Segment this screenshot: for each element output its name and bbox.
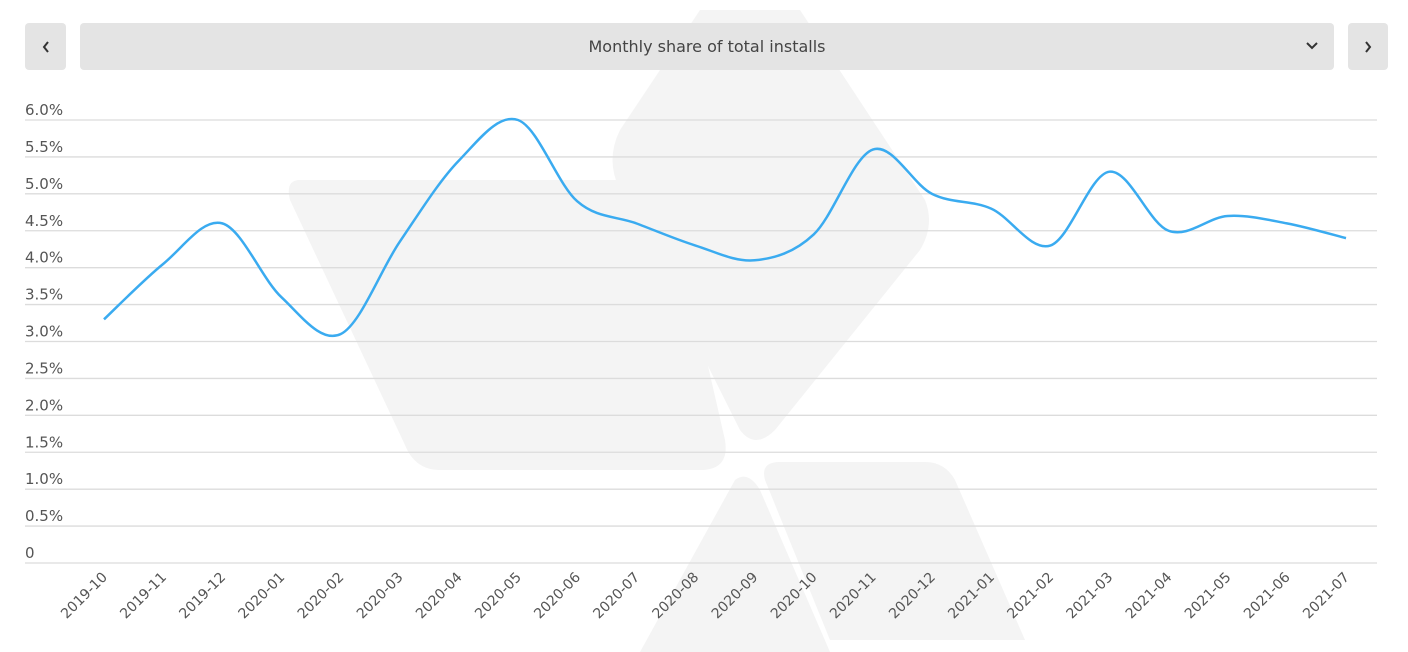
data-point-2020-10[interactable] xyxy=(808,228,820,240)
data-point-2019-12[interactable] xyxy=(216,217,228,229)
data-point-2021-06[interactable] xyxy=(1281,217,1293,229)
data-point-2020-05[interactable] xyxy=(512,114,524,126)
data-point-2021-07[interactable] xyxy=(1340,232,1352,244)
x-tick-label: 2021-02 xyxy=(1004,570,1057,623)
metric-dropdown[interactable]: Monthly share of total installs xyxy=(80,23,1334,70)
x-tick-label: 2020-02 xyxy=(295,570,348,623)
previous-button[interactable] xyxy=(25,23,66,70)
x-tick-label: 2019-12 xyxy=(176,570,229,623)
data-point-2020-12[interactable] xyxy=(926,188,938,200)
data-point-2019-11[interactable] xyxy=(157,258,169,270)
y-tick-label: 5.5% xyxy=(25,138,63,156)
data-point-2020-02[interactable] xyxy=(335,328,347,340)
data-point-2020-04[interactable] xyxy=(453,155,465,167)
data-point-2021-03[interactable] xyxy=(1103,166,1115,178)
y-tick-label: 1.0% xyxy=(25,470,63,488)
watermark-logo xyxy=(288,10,1025,652)
x-tick-label: 2021-03 xyxy=(1064,570,1117,623)
next-button[interactable] xyxy=(1348,23,1388,70)
y-tick-label: 0.5% xyxy=(25,507,63,525)
y-tick-label: 6.0% xyxy=(25,101,63,119)
data-point-2020-11[interactable] xyxy=(867,144,879,156)
metric-dropdown-label: Monthly share of total installs xyxy=(588,37,826,56)
y-tick-label: 3.5% xyxy=(25,286,63,304)
data-point-2021-05[interactable] xyxy=(1222,210,1234,222)
x-tick-label: 2021-07 xyxy=(1300,570,1353,623)
y-tick-label: 1.5% xyxy=(25,433,63,451)
data-point-2020-03[interactable] xyxy=(394,236,406,248)
y-tick-label: 2.5% xyxy=(25,359,63,377)
x-tick-label: 2020-05 xyxy=(472,570,525,623)
y-tick-label: 3.0% xyxy=(25,323,63,341)
data-point-2021-02[interactable] xyxy=(1044,240,1056,252)
x-tick-label: 2021-06 xyxy=(1241,569,1294,622)
chevron-right-icon xyxy=(1365,40,1372,53)
x-tick-label: 2020-04 xyxy=(413,569,466,622)
x-tick-label: 2020-07 xyxy=(590,570,643,623)
y-tick-label: 4.5% xyxy=(25,212,63,230)
data-point-2019-10[interactable] xyxy=(98,313,110,325)
x-tick-label: 2019-10 xyxy=(58,570,111,623)
series-line xyxy=(103,117,1347,338)
data-point-2021-04[interactable] xyxy=(1163,225,1175,237)
x-tick-label: 2019-11 xyxy=(117,570,170,623)
data-point-2020-06[interactable] xyxy=(571,195,583,207)
chevron-down-icon xyxy=(1306,42,1318,50)
data-point-2020-01[interactable] xyxy=(275,291,287,303)
x-tick-label: 2021-05 xyxy=(1182,570,1235,623)
x-tick-label: 2021-04 xyxy=(1123,569,1176,622)
y-tick-label: 2.0% xyxy=(25,396,63,414)
chevron-left-icon xyxy=(42,40,49,53)
data-point-2020-08[interactable] xyxy=(689,240,701,252)
y-tick-label: 4.0% xyxy=(25,249,63,267)
x-tick-label: 2020-06 xyxy=(531,569,584,622)
data-point-2020-09[interactable] xyxy=(749,254,761,266)
x-tick-label: 2020-01 xyxy=(236,570,289,623)
y-tick-label: 0 xyxy=(25,544,35,562)
data-point-2020-07[interactable] xyxy=(630,217,642,229)
x-tick-label: 2020-03 xyxy=(354,570,407,623)
y-tick-label: 5.0% xyxy=(25,175,63,193)
data-point-2021-01[interactable] xyxy=(985,203,997,215)
